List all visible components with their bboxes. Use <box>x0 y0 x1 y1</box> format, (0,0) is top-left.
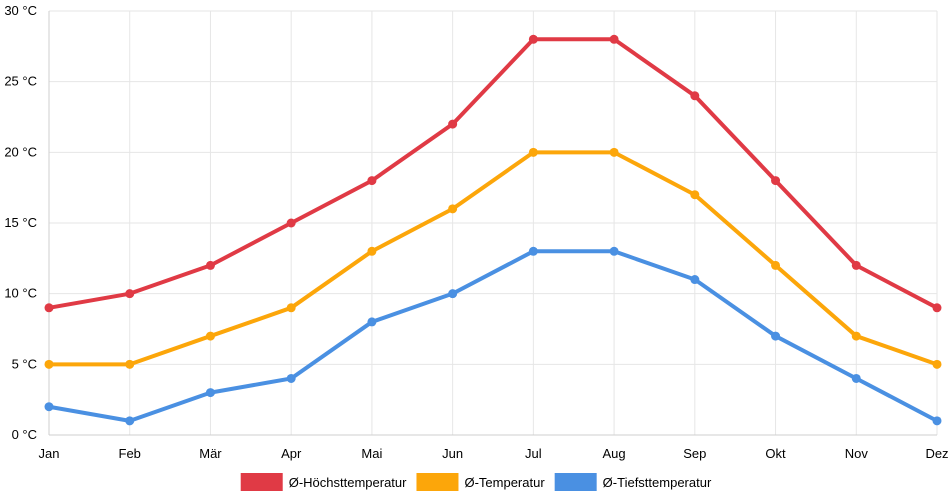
data-point[interactable] <box>771 331 781 341</box>
data-point[interactable] <box>125 416 135 426</box>
data-point[interactable] <box>771 260 781 270</box>
data-point[interactable] <box>690 91 700 101</box>
data-point[interactable] <box>205 331 215 341</box>
legend-label: Ø-Temperatur <box>464 475 545 490</box>
series-1 <box>44 147 942 369</box>
data-point[interactable] <box>851 331 861 341</box>
x-tick-label: Jun <box>442 446 463 461</box>
data-point[interactable] <box>609 34 619 44</box>
data-point[interactable] <box>44 359 54 369</box>
y-axis: 0 °C 5 °C 10 °C 15 °C 20 °C 25 °C 30 °C <box>4 3 37 442</box>
series-line <box>47 249 939 423</box>
x-tick-label: Apr <box>281 446 302 461</box>
data-point[interactable] <box>932 416 942 426</box>
x-tick-label: Feb <box>119 446 141 461</box>
x-tick-label: Jan <box>39 446 60 461</box>
x-axis: Jan Feb Mär Apr Mai Jun Jul Aug Sep Okt Nov Dez <box>39 446 949 461</box>
data-point[interactable] <box>125 289 135 299</box>
y-tick-label: 0 °C <box>12 427 37 442</box>
x-tick-label: Aug <box>603 446 626 461</box>
series-2 <box>44 246 942 426</box>
legend[interactable]: Ø-Höchsttemperatur Ø-Temperatur Ø-Tiefstte… <box>240 473 712 491</box>
data-point[interactable] <box>448 204 458 214</box>
data-point[interactable] <box>448 119 458 129</box>
y-tick-label: 25 °C <box>4 74 37 89</box>
x-tick-label: Dez <box>925 446 948 461</box>
y-tick-label: 30 °C <box>4 3 37 18</box>
data-point[interactable] <box>44 303 54 313</box>
x-tick-label: Mai <box>361 446 382 461</box>
legend-item[interactable]: Ø-Tiefsttemperatur <box>554 473 712 491</box>
grid <box>48 10 938 436</box>
data-point[interactable] <box>286 303 296 313</box>
y-tick-label: 5 °C <box>12 356 37 371</box>
x-tick-label: Okt <box>765 446 786 461</box>
legend-swatch <box>240 473 283 491</box>
legend-item[interactable]: Ø-Temperatur <box>416 473 545 491</box>
data-point[interactable] <box>932 303 942 313</box>
data-point[interactable] <box>44 402 54 412</box>
data-point[interactable] <box>528 147 538 157</box>
x-tick-label: Jul <box>525 446 542 461</box>
data-point[interactable] <box>367 176 377 186</box>
legend-label: Ø-Höchsttemperatur <box>289 475 407 490</box>
data-point[interactable] <box>286 218 296 228</box>
data-point[interactable] <box>609 246 619 256</box>
legend-swatch <box>416 473 459 491</box>
series-0 <box>44 34 942 313</box>
data-point[interactable] <box>205 388 215 398</box>
data-point[interactable] <box>528 246 538 256</box>
data-point[interactable] <box>771 176 781 186</box>
legend-swatch <box>554 473 597 491</box>
y-tick-label: 10 °C <box>4 286 37 301</box>
series-line <box>47 37 939 310</box>
data-point[interactable] <box>125 359 135 369</box>
data-point[interactable] <box>690 275 700 285</box>
data-point[interactable] <box>609 147 619 157</box>
data-point[interactable] <box>851 260 861 270</box>
data-point[interactable] <box>448 289 458 299</box>
data-point[interactable] <box>367 317 377 327</box>
x-tick-label: Nov <box>845 446 869 461</box>
series-lines <box>44 34 942 426</box>
series-line <box>47 150 939 367</box>
y-tick-label: 15 °C <box>4 215 37 230</box>
data-point[interactable] <box>690 190 700 200</box>
data-point[interactable] <box>286 373 296 383</box>
data-point[interactable] <box>932 359 942 369</box>
legend-label: Ø-Tiefsttemperatur <box>603 475 712 490</box>
data-point[interactable] <box>528 34 538 44</box>
x-tick-label: Sep <box>683 446 706 461</box>
legend-item[interactable]: Ø-Höchsttemperatur <box>240 473 407 491</box>
y-tick-label: 20 °C <box>4 144 37 159</box>
data-point[interactable] <box>851 373 861 383</box>
x-tick-label: Mär <box>199 446 222 461</box>
data-point[interactable] <box>367 246 377 256</box>
data-point[interactable] <box>205 260 215 270</box>
